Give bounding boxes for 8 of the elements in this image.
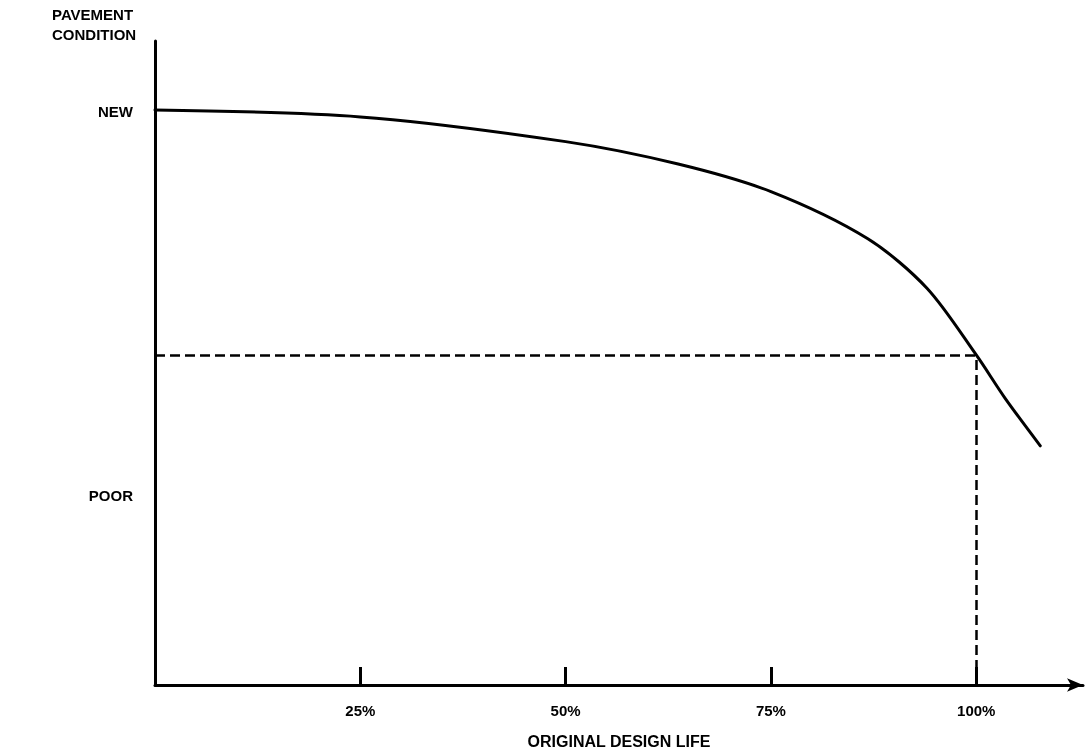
y-axis-title: PAVEMENT CONDITION — [52, 5, 137, 43]
text: NEW — [98, 102, 134, 120]
x-tick-label: 50% — [550, 702, 581, 719]
text: POOR — [88, 486, 134, 504]
x-axis-title: ORIGINAL DESIGN LIFE — [527, 732, 711, 750]
x-tick-label: 100% — [957, 702, 996, 719]
x-tick-label: 25% — [345, 702, 376, 719]
x-tick-label: 75% — [755, 702, 786, 719]
